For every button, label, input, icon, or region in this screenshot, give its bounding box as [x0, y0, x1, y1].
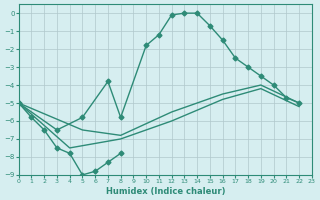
X-axis label: Humidex (Indice chaleur): Humidex (Indice chaleur) — [106, 187, 225, 196]
